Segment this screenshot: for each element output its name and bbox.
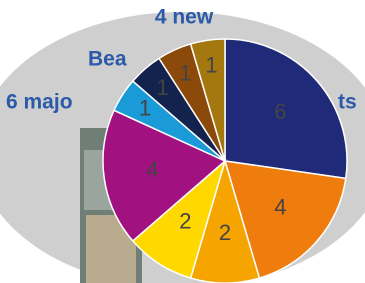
chart: 4 new Bea 6 majo ts 642241111 (0, 0, 365, 283)
slice-label: 1 (179, 60, 191, 85)
slice-label: 2 (179, 208, 191, 233)
slice-label: 1 (205, 53, 217, 78)
slice-label: 1 (139, 95, 151, 120)
slice-label: 2 (219, 220, 231, 245)
heading: 6 majo (6, 91, 73, 114)
heading: 4 new (155, 6, 214, 29)
slice-label: 1 (157, 75, 169, 100)
heading: ts (338, 91, 357, 114)
slice-label: 4 (146, 157, 158, 182)
slice-label: 6 (274, 99, 286, 124)
heading: Bea (88, 48, 127, 71)
slice-label: 4 (274, 195, 286, 220)
